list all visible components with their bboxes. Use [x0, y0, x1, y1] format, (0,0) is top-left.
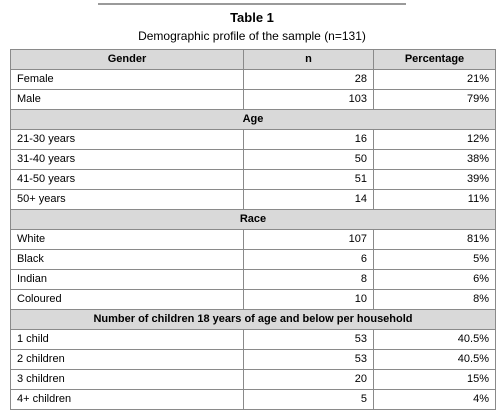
table-row: Female 28 21% — [10, 69, 496, 90]
row-percentage: 15% — [373, 369, 496, 390]
row-count: 53 — [243, 329, 374, 350]
row-count: 28 — [243, 69, 374, 90]
table-row: 50+ years 14 11% — [10, 189, 496, 210]
section-heading-age: Age — [10, 109, 496, 130]
row-count: 14 — [243, 189, 374, 210]
row-count: 6 — [243, 249, 374, 270]
table-row: 31-40 years 50 38% — [10, 149, 496, 170]
table-title: Table 1 — [230, 10, 274, 25]
row-percentage: 21% — [373, 69, 496, 90]
row-label: Black — [10, 249, 244, 270]
row-label: Indian — [10, 269, 244, 290]
table-row: 4+ children 5 4% — [10, 389, 496, 410]
table-row: 2 children 53 40.5% — [10, 349, 496, 370]
section-heading-race: Race — [10, 209, 496, 230]
row-percentage: 40.5% — [373, 329, 496, 350]
section-heading-children: Number of children 18 years of age and b… — [10, 309, 496, 330]
row-label: Coloured — [10, 289, 244, 310]
demographic-table: Gender n Percentage Female 28 21% Male 1… — [10, 49, 496, 410]
table-row: Indian 8 6% — [10, 269, 496, 290]
table-row: White 107 81% — [10, 229, 496, 250]
row-label: 31-40 years — [10, 149, 244, 170]
row-percentage: 8% — [373, 289, 496, 310]
row-percentage: 39% — [373, 169, 496, 190]
table-row: 1 child 53 40.5% — [10, 329, 496, 350]
row-percentage: 11% — [373, 189, 496, 210]
row-count: 103 — [243, 89, 374, 110]
row-label: 2 children — [10, 349, 244, 370]
row-count: 50 — [243, 149, 374, 170]
table-row: Black 6 5% — [10, 249, 496, 270]
row-count: 16 — [243, 129, 374, 150]
row-label: 21-30 years — [10, 129, 244, 150]
header-row: Gender n Percentage — [10, 49, 496, 70]
row-label: Female — [10, 69, 244, 90]
row-percentage: 4% — [373, 389, 496, 410]
section-header-row: Age — [10, 109, 496, 130]
row-percentage: 5% — [373, 249, 496, 270]
row-count: 8 — [243, 269, 374, 290]
section-header-row: Race — [10, 209, 496, 230]
row-count: 53 — [243, 349, 374, 370]
row-count: 5 — [243, 389, 374, 410]
row-percentage: 81% — [373, 229, 496, 250]
row-percentage: 6% — [373, 269, 496, 290]
row-label: 50+ years — [10, 189, 244, 210]
table-row: 3 children 20 15% — [10, 369, 496, 390]
table-row: Male 103 79% — [10, 89, 496, 110]
row-count: 51 — [243, 169, 374, 190]
section-header-row: Number of children 18 years of age and b… — [10, 309, 496, 330]
row-percentage: 79% — [373, 89, 496, 110]
top-rule — [98, 3, 406, 5]
row-label: 3 children — [10, 369, 244, 390]
column-header-gender: Gender — [10, 49, 244, 70]
table-row: Coloured 10 8% — [10, 289, 496, 310]
row-label: 41-50 years — [10, 169, 244, 190]
row-label: 4+ children — [10, 389, 244, 410]
row-count: 107 — [243, 229, 374, 250]
row-percentage: 38% — [373, 149, 496, 170]
row-percentage: 40.5% — [373, 349, 496, 370]
table-row: 41-50 years 51 39% — [10, 169, 496, 190]
row-count: 20 — [243, 369, 374, 390]
row-label: 1 child — [10, 329, 244, 350]
row-label: Male — [10, 89, 244, 110]
table-subtitle: Demographic profile of the sample (n=131… — [138, 29, 366, 43]
table-row: 21-30 years 16 12% — [10, 129, 496, 150]
row-label: White — [10, 229, 244, 250]
column-header-percentage: Percentage — [373, 49, 496, 70]
row-percentage: 12% — [373, 129, 496, 150]
row-count: 10 — [243, 289, 374, 310]
column-header-n: n — [243, 49, 374, 70]
